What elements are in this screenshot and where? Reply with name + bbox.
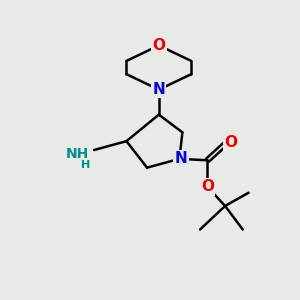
- Text: N: N: [152, 82, 165, 97]
- Text: O: O: [224, 135, 237, 150]
- Text: O: O: [152, 38, 165, 53]
- Text: H: H: [81, 160, 90, 170]
- Text: O: O: [201, 179, 214, 194]
- Text: N: N: [175, 151, 187, 166]
- Text: NH: NH: [66, 147, 89, 161]
